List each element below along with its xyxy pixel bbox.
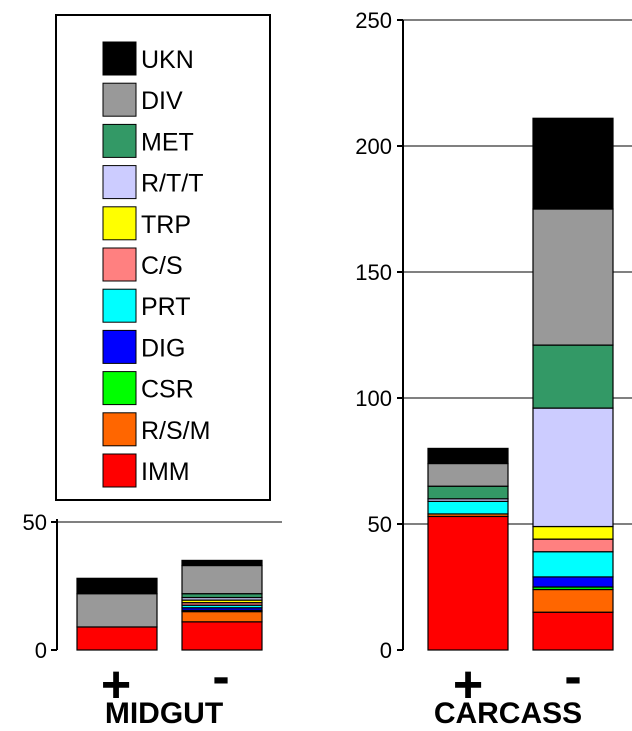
legend-swatch-ukn [102,41,137,76]
carcass-bar-minus-met [532,344,614,409]
carcass-tick-label-0: 0 [380,638,392,663]
carcass-tick-label-250: 250 [355,8,392,33]
midgut-bar-minus-div [181,564,263,595]
midgut-panel: 0 50 + - MIDGUT [23,510,282,730]
legend-label-trp: TRP [141,211,191,239]
midgut-bar-plus-ukn [76,577,158,595]
carcass-bar-minus-rsm [532,588,614,613]
midgut-category-plus: + [101,656,131,714]
carcass-panel: 0 50 100 150 200 250 + - CARCASS [355,8,632,730]
legend-label-rsm: R/S/M [141,417,210,445]
carcass-bar-plus-div [427,462,509,487]
carcass-tick-label-150: 150 [355,260,392,285]
carcass-bar-minus-dig [532,576,614,588]
carcass-bar-minus-imm [532,611,614,651]
midgut-bar-plus-div [76,593,158,628]
legend-swatch-trp [102,206,137,241]
legend-swatch-imm [102,453,137,488]
midgut-title: MIDGUT [105,697,223,730]
carcass-title: CARCASS [434,697,582,730]
legend-swatch-prt [102,288,137,323]
legend-label-ukn: UKN [141,46,194,74]
midgut-tick-label-0: 0 [35,638,47,663]
midgut-bar-minus-ukn [181,559,263,567]
legend-label-met: MET [141,128,194,156]
legend-swatch-met [102,123,137,158]
carcass-bar-plus-prt [427,500,509,515]
carcass-category-plus: + [453,656,483,714]
legend-swatch-cs [102,247,137,282]
midgut-bar-plus-imm [76,626,158,651]
midgut-tick-label-50: 50 [23,510,47,535]
legend-swatch-rsm [102,412,137,447]
legend-label-cs: C/S [141,252,183,280]
legend-label-imm: IMM [141,458,190,486]
carcass-tick-label-100: 100 [355,386,392,411]
carcass-bar-plus-ukn [427,447,509,465]
carcass-tick-label-50: 50 [368,512,392,537]
legend: UKN DIV MET R/T/T TRP C/S PRT DIG CSR R/S/M IMM [55,14,271,501]
legend-swatch-rtt [102,165,137,200]
carcass-bar-minus-div [532,208,614,346]
carcass-bar-minus-ukn [532,117,614,210]
legend-label-rtt: R/T/T [141,170,204,198]
legend-label-prt: PRT [141,293,191,321]
carcass-bar-minus-rtt [532,407,614,528]
carcass-category-minus: - [564,648,581,706]
carcass-bar-minus-cs [532,538,614,553]
legend-label-csr: CSR [141,376,194,404]
legend-swatch-dig [102,329,137,364]
legend-label-div: DIV [141,87,183,115]
legend-swatch-div [102,82,137,117]
carcass-tick-label-200: 200 [355,134,392,159]
midgut-bar-minus-imm [181,621,263,651]
legend-frame [55,14,271,501]
midgut-category-minus: - [212,648,229,706]
legend-label-dig: DIG [141,334,185,362]
carcass-bar-plus-imm [427,515,509,651]
carcass-bar-plus-met [427,485,509,500]
midgut-bar-minus-rsm [181,610,263,623]
legend-swatch-csr [102,371,137,406]
carcass-bar-minus-trp [532,525,614,540]
carcass-bar-minus-prt [532,551,614,578]
